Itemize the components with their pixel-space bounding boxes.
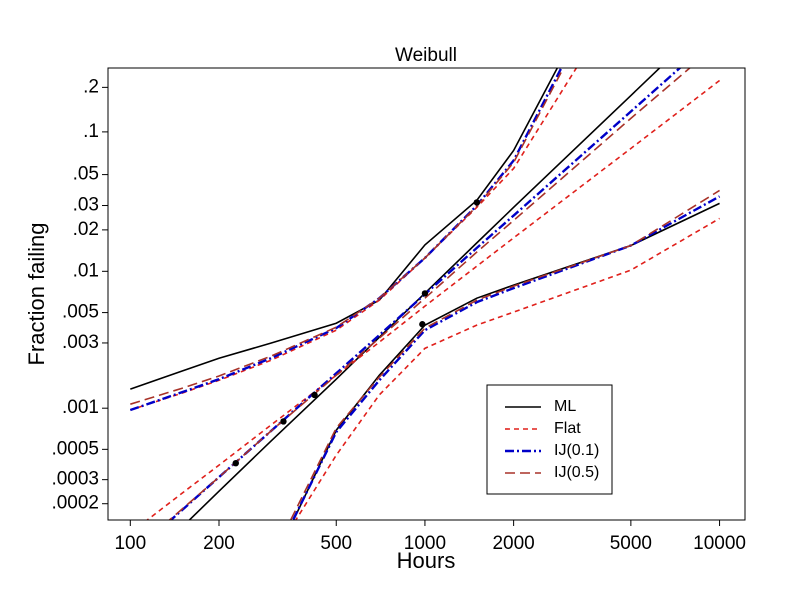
data-point [280,418,287,425]
legend-label: IJ(0.5) [554,464,599,481]
band-line [294,217,720,520]
x-axis-label: Hours [397,548,456,573]
band-line [291,195,721,520]
y-tick-label: .0005 [51,438,99,459]
y-tick-label: .02 [73,219,99,240]
axes: .0002 .0003 .0005 .001 .003 .005 .01 .02 .03 .05.… [51,76,746,554]
y-tick-label: .0002 [51,493,99,514]
data-point [473,199,481,206]
line [145,79,721,520]
line [168,68,692,520]
y-tick-label: .05 [73,164,99,185]
y-tick-label: .01 [73,260,99,281]
y-tick-label: .2 [83,76,99,97]
x-tick-label: 500 [320,533,352,554]
legend-label: Flat [554,420,581,437]
data-point [419,321,426,328]
line [188,68,661,520]
data-point [311,391,318,399]
band-line [289,189,720,520]
band-line [130,68,565,405]
y-tick-label: .03 [73,195,99,216]
chart-title: Weibull [395,45,457,66]
x-tick-label: 1000 [404,533,446,554]
x-tick-label: 200 [203,533,235,554]
plot-frame [107,67,746,521]
y-tick-label: .0003 [51,469,99,490]
legend: ML Flat IJ(0.1) IJ(0.5) [486,384,613,495]
legend-label: IJ(0.1) [554,442,599,459]
x-tick-label: 100 [114,533,146,554]
data-point [421,290,429,297]
line [169,68,682,520]
legend-label: ML [554,398,576,415]
band-line [130,68,578,411]
x-tick-label: 10000 [693,533,746,554]
y-tick-label: .005 [62,302,99,323]
plot-area [129,68,721,520]
x-tick-label: 5000 [610,533,652,554]
y-tick-label: .001 [62,397,99,418]
y-tick-label: .003 [62,332,99,353]
y-axis-label: Fraction failing [24,222,49,365]
data-point [232,459,239,467]
y-tick-label: .1 [83,121,99,142]
x-tick-label: 2000 [492,533,534,554]
legend-box [486,384,613,495]
